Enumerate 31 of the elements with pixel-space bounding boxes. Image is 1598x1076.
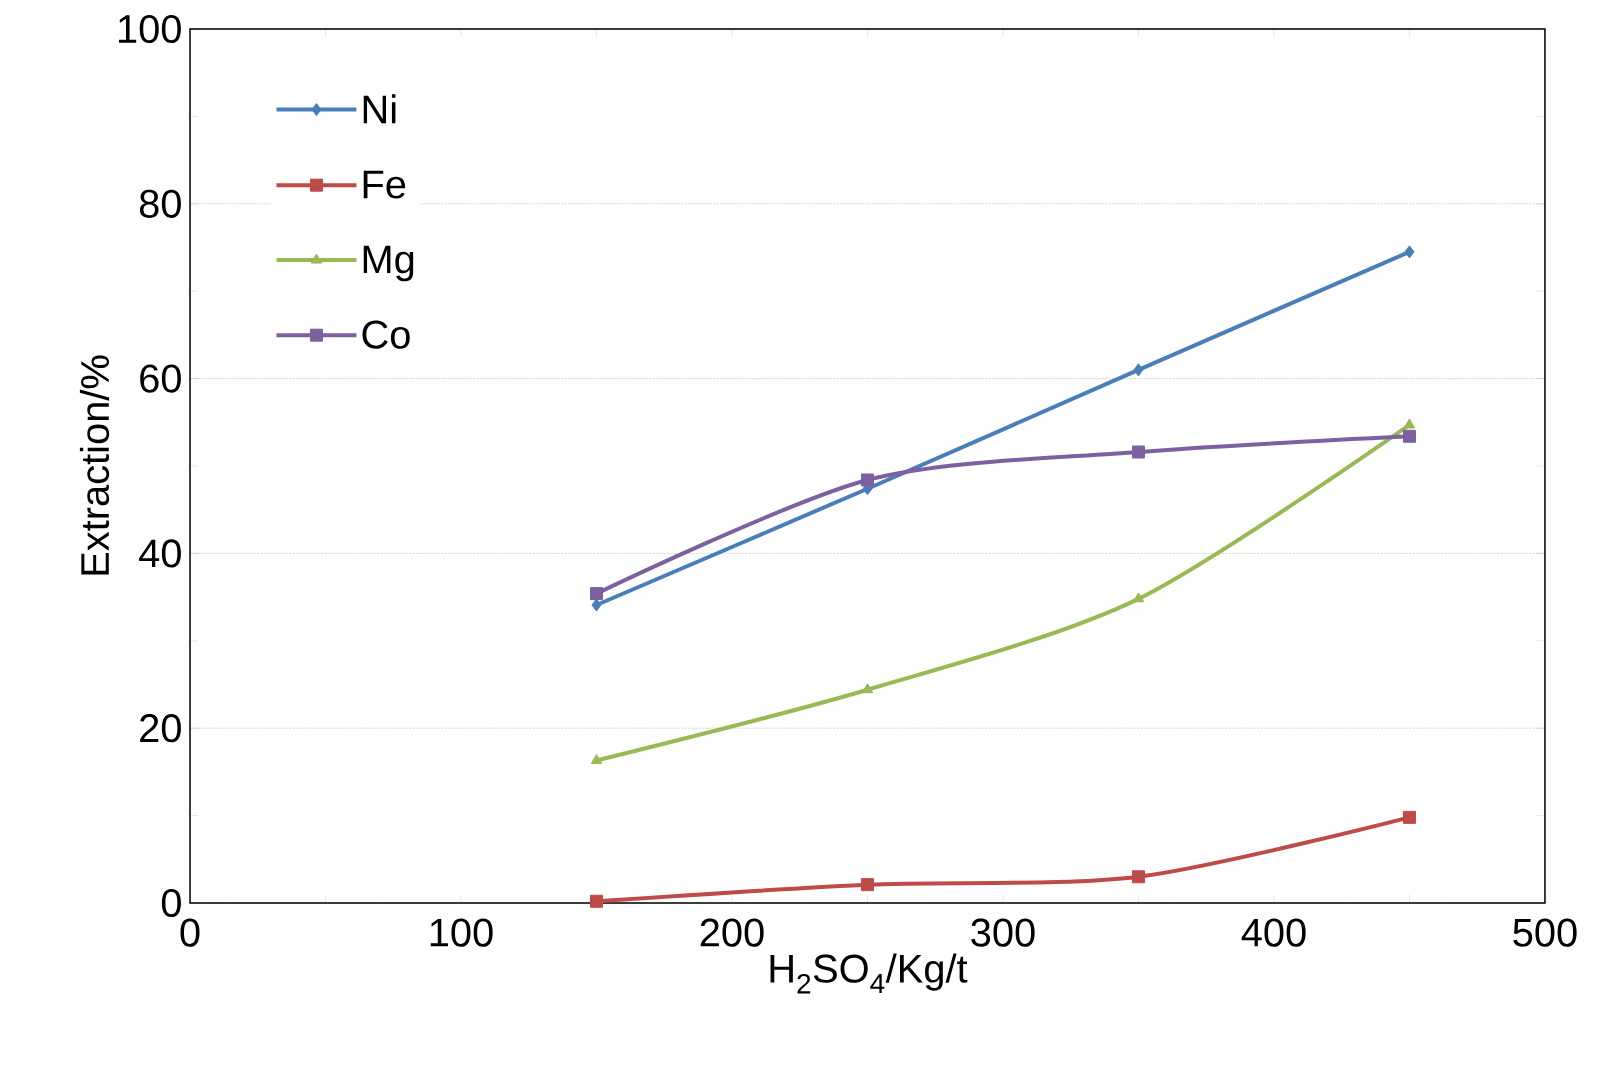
legend-label: Ni <box>363 94 396 124</box>
legend-label: Co <box>362 320 410 349</box>
x-tick-label: 300 <box>971 918 1035 947</box>
x-tick-label: 200 <box>700 918 764 947</box>
y-tick-label: 20 <box>140 714 181 743</box>
y-tick-label: 0 <box>161 888 181 918</box>
point <box>1131 870 1145 884</box>
point <box>589 894 603 908</box>
point <box>861 683 874 694</box>
x-tick-label: 500 <box>1513 918 1577 947</box>
point <box>1402 429 1416 443</box>
point <box>589 587 603 601</box>
point <box>591 598 602 612</box>
x-tick-label: 100 <box>430 918 493 947</box>
x-tick-label: 400 <box>1241 918 1306 947</box>
legend-label: Mg <box>363 245 414 282</box>
point <box>1131 445 1145 459</box>
point <box>860 878 874 892</box>
y-tick-label: 40 <box>139 539 181 568</box>
point <box>590 754 603 765</box>
y-tick-label: 80 <box>139 189 181 218</box>
point <box>1402 810 1416 824</box>
point <box>860 473 874 487</box>
legend-label: Fe <box>363 170 406 199</box>
y-tick-label: 100 <box>119 14 181 44</box>
point <box>1404 245 1415 259</box>
y-axis-title: Extraction/% <box>79 355 110 575</box>
x-axis-title: H$_{2}$SO$_{4}$/Kg/t <box>770 953 968 994</box>
point <box>1133 363 1144 377</box>
x-tick-label: 0 <box>180 918 200 947</box>
y-tick-label: 60 <box>140 364 181 393</box>
